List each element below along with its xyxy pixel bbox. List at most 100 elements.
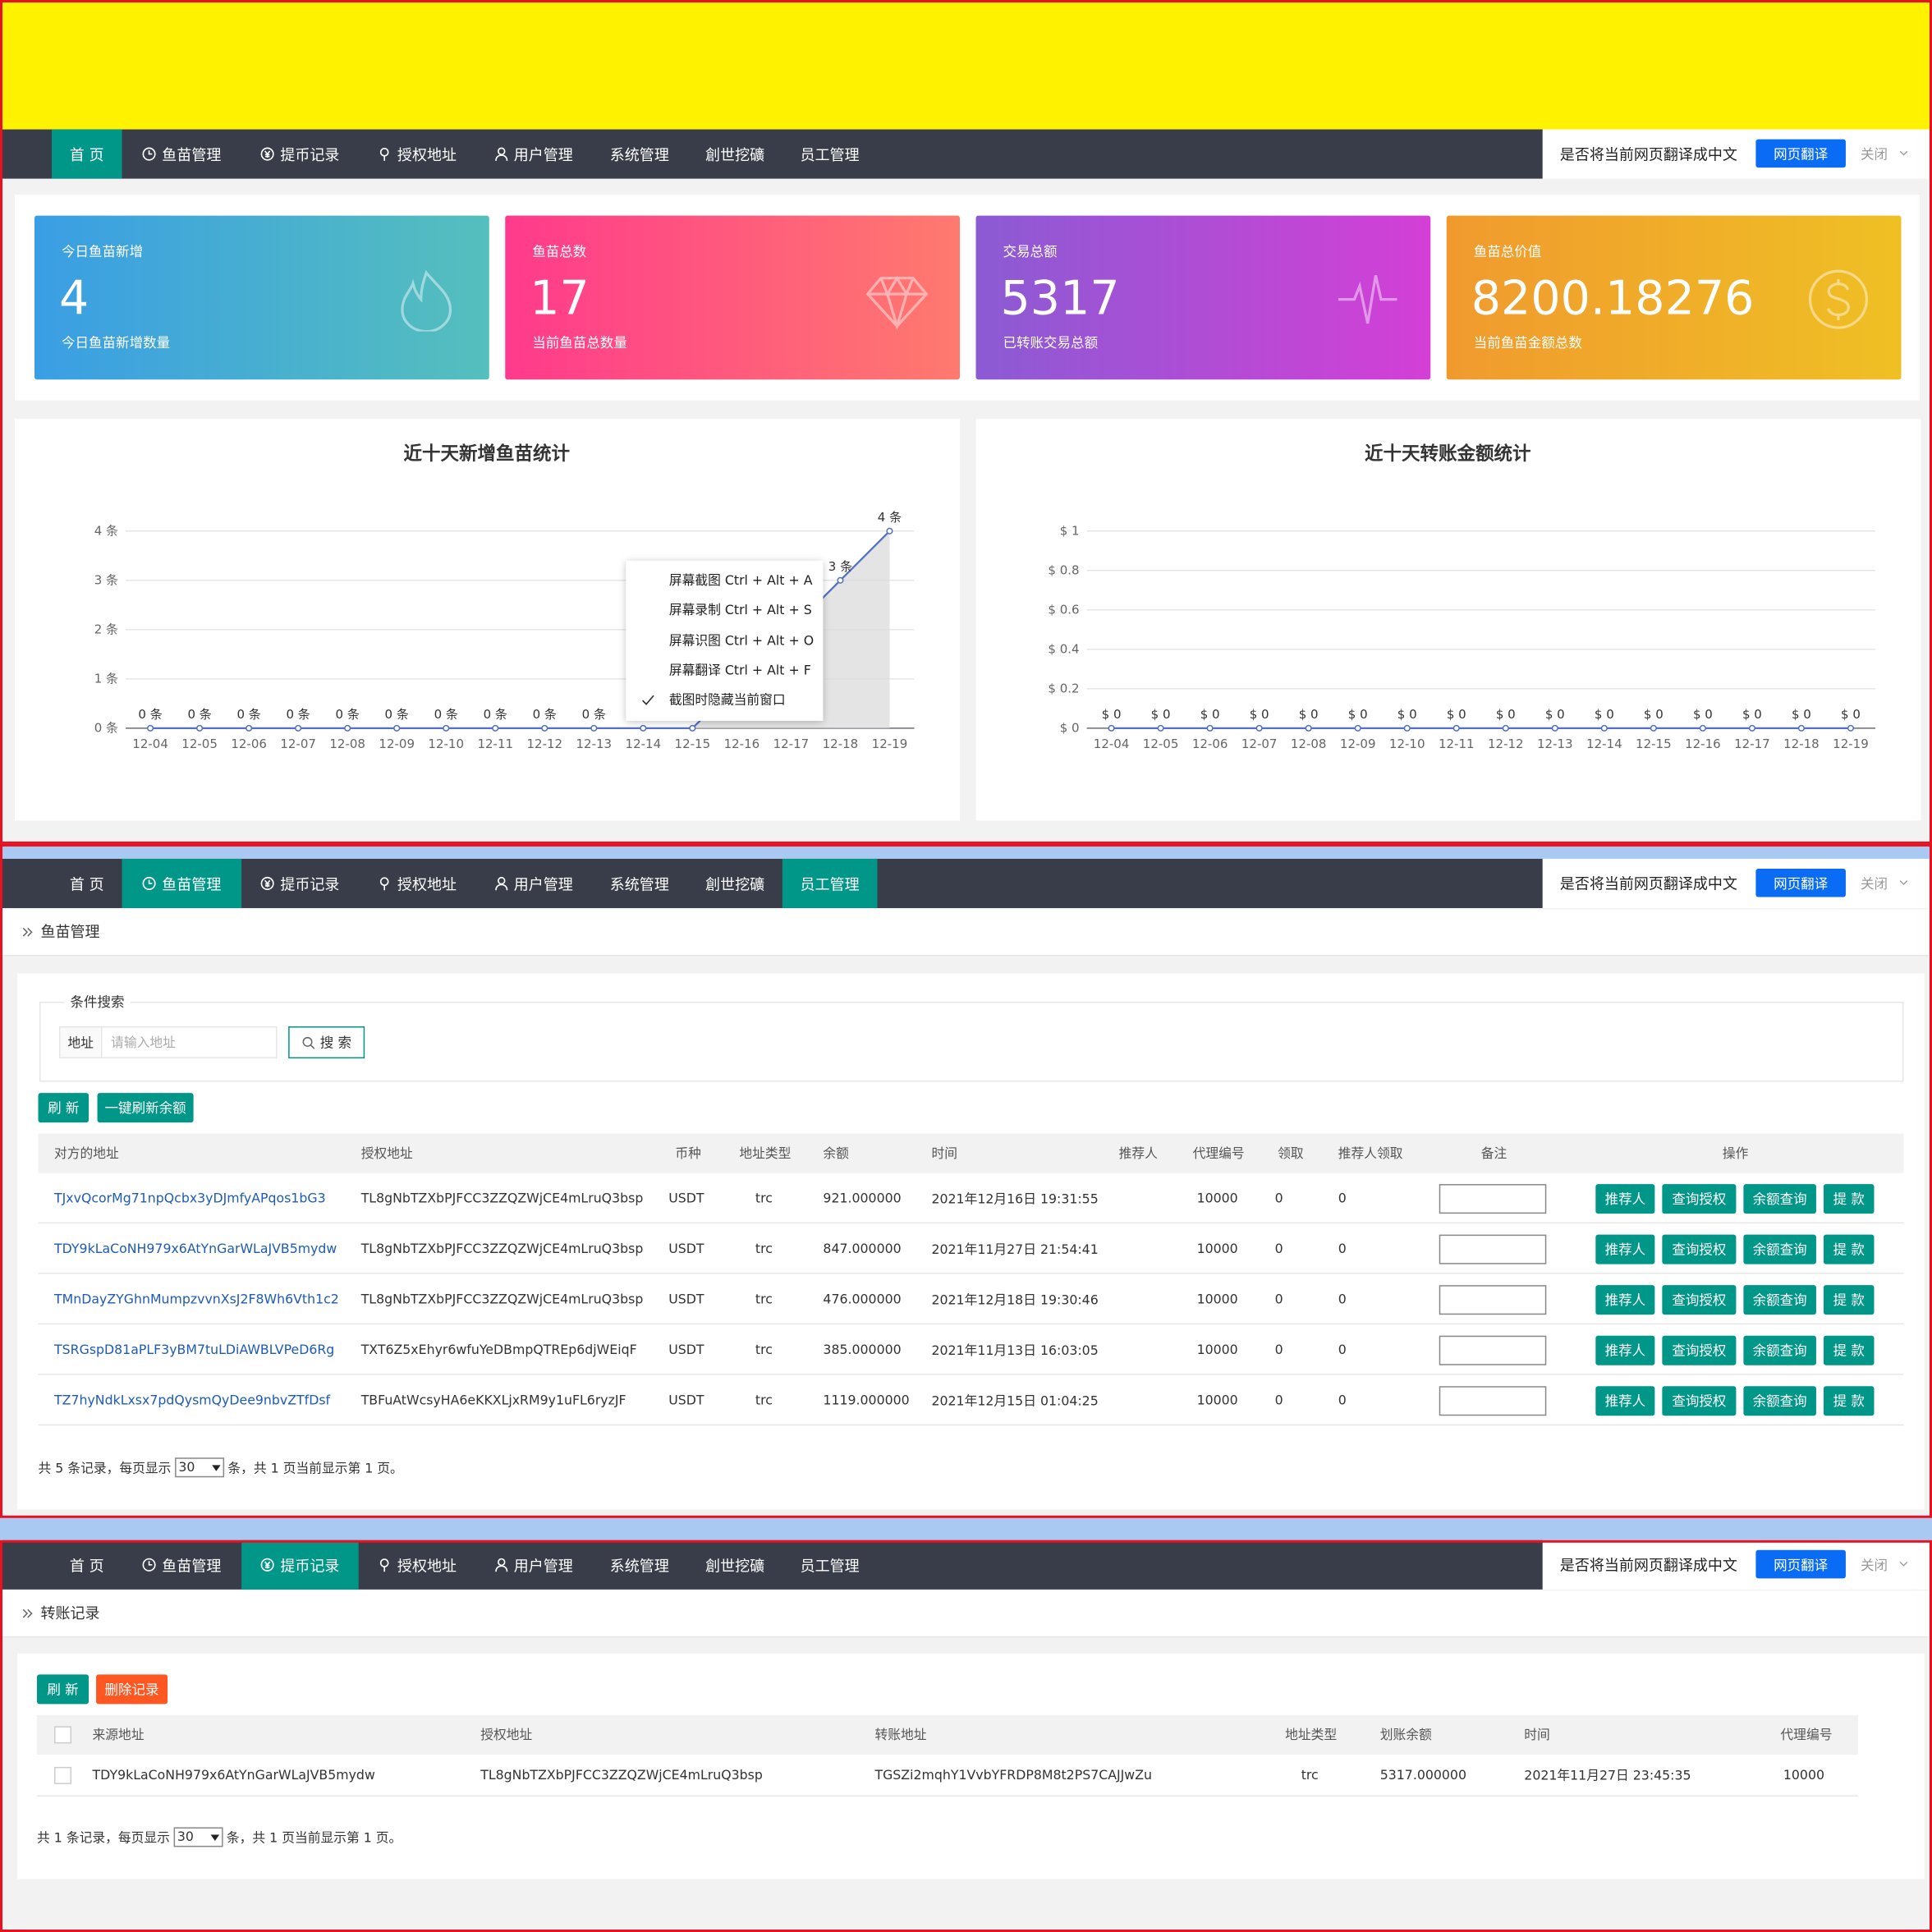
nav-item[interactable]: 授权地址 [359, 1540, 476, 1590]
checkbox[interactable] [54, 1766, 72, 1784]
button[interactable]: 推荐人 [1595, 1184, 1655, 1214]
table-row [38, 1273, 1904, 1325]
button[interactable]: 查询授权 [1662, 1184, 1737, 1214]
icon [1899, 150, 1908, 156]
nav-item[interactable]: 系统管理 [591, 130, 687, 179]
remark-input[interactable] [1439, 1234, 1547, 1264]
column-header: 对方的地址 [54, 1146, 119, 1162]
address-link[interactable]: TJxvQcorMg71npQcbx3yDJmfyAPqos1bG3 [54, 1191, 326, 1207]
x-tick-label: 12-11 [1439, 737, 1475, 751]
button[interactable]: 提 款 [1823, 1386, 1875, 1416]
x-tick-label: 12-18 [823, 737, 859, 751]
table-cell: TL8gNbTZXbPJFCC3ZZQZWjCE4mLruQ3bsp [360, 1292, 644, 1308]
button[interactable]: 查询授权 [1662, 1335, 1737, 1365]
page-size-select[interactable]: 30 [174, 1457, 224, 1478]
icon [495, 1558, 508, 1572]
button[interactable]: 推荐人 [1595, 1386, 1655, 1416]
menu-item[interactable]: 屏幕录制 Ctrl + Alt + S [668, 603, 812, 619]
address-link[interactable]: TMnDayZYGhnMumpzvvnXsJ2F8Wh6Vth1c2 [54, 1292, 339, 1308]
remark-input[interactable] [1439, 1386, 1547, 1416]
button[interactable]: 推荐人 [1595, 1285, 1655, 1315]
nav-label: 鱼苗管理 [162, 1557, 222, 1575]
nav-item[interactable]: 员工管理 [782, 1540, 878, 1590]
nav-item[interactable]: 鱼苗管理 [122, 130, 242, 179]
value-label: 0 条 [582, 707, 606, 722]
nav-item[interactable]: 鱼苗管理 [122, 1540, 242, 1590]
button[interactable]: 推荐人 [1595, 1335, 1655, 1365]
button[interactable]: 推荐人 [1595, 1234, 1655, 1264]
address-link[interactable]: TSRGspD81aPLF3yBM7tuLDiAWBLVPeD6Rg [54, 1342, 335, 1358]
nav-item[interactable]: 授权地址 [359, 859, 476, 908]
column-header: 地址类型 [1285, 1728, 1338, 1743]
table-cell: TGSZi2mqhY1VvbYFRDP8M8t2PS7CAJJwZu [874, 1768, 1152, 1783]
icon [143, 147, 157, 161]
table-cell: 2021年11月27日 21:54:41 [931, 1242, 1099, 1258]
menu-item[interactable]: 屏幕识图 Ctrl + Alt + O [668, 633, 815, 649]
button[interactable]: 提 款 [1823, 1184, 1875, 1214]
button[interactable]: 查询授权 [1662, 1386, 1737, 1416]
nav-label: 創世挖礦 [705, 1557, 765, 1575]
button[interactable]: 一键刷新余额 [97, 1093, 194, 1123]
nav-item[interactable]: 首 页 [52, 1540, 122, 1590]
button[interactable]: 提 款 [1823, 1335, 1875, 1365]
nav-bar: 首 页 鱼苗管理 提币记录 授权地址 用户管理 系统管理 創世挖礦 员工管理 [2, 1540, 1543, 1590]
button[interactable]: 提 款 [1823, 1285, 1875, 1315]
menu-item[interactable]: 屏幕翻译 Ctrl + Alt + F [668, 663, 811, 678]
translate-prompt: 是否将当前网页翻译成中文 [1559, 1557, 1737, 1575]
remark-input[interactable] [1439, 1335, 1547, 1365]
button[interactable]: 刷 新 [38, 1093, 89, 1123]
menu-item[interactable]: 屏幕截图 Ctrl + Alt + A [668, 573, 813, 589]
nav-item[interactable]: 首 页 [52, 129, 122, 179]
nav-item[interactable]: 鱼苗管理 [122, 858, 242, 908]
card-title: 今日鱼苗新增 [62, 244, 144, 260]
nav-label: 系统管理 [609, 875, 669, 893]
search-button[interactable]: 搜 索 [288, 1026, 365, 1059]
arrow [210, 1833, 219, 1841]
page-size-select[interactable]: 30 [173, 1827, 223, 1847]
nav-item[interactable]: 提币记录 [241, 130, 359, 179]
button[interactable]: 余额查询 [1743, 1234, 1816, 1264]
breadcrumb: 转账记录 [2, 1590, 1929, 1638]
nav-item[interactable]: 創世挖礦 [687, 130, 782, 179]
menu-item[interactable]: 截图时隐藏当前窗口 [668, 693, 786, 709]
nav-item[interactable]: 系统管理 [591, 859, 687, 908]
nav-item[interactable]: 創世挖礦 [687, 859, 782, 908]
button[interactable]: 余额查询 [1743, 1386, 1816, 1416]
button[interactable]: 提 款 [1823, 1234, 1875, 1264]
nav-item[interactable]: 员工管理 [782, 858, 878, 908]
translate-close[interactable]: 关闭 [1860, 146, 1888, 163]
nav-item[interactable]: 首 页 [52, 859, 122, 908]
button[interactable]: 余额查询 [1743, 1184, 1816, 1214]
button[interactable]: 查询授权 [1662, 1234, 1737, 1264]
button[interactable]: 余额查询 [1743, 1285, 1816, 1315]
checkbox[interactable] [54, 1726, 72, 1744]
translate-button[interactable]: 网页翻译 [1755, 1549, 1846, 1579]
nav-label: 首 页 [69, 1557, 104, 1575]
nav-item[interactable]: 提币记录 [241, 1540, 359, 1590]
search-input[interactable]: 请输入地址 [102, 1026, 278, 1059]
remark-input[interactable] [1439, 1285, 1547, 1315]
nav-item[interactable]: 創世挖礦 [687, 1540, 782, 1590]
translate-close[interactable]: 关闭 [1860, 875, 1888, 893]
icon [380, 1558, 390, 1572]
translate-button[interactable]: 网页翻译 [1755, 139, 1846, 168]
nav-item[interactable]: 提币记录 [241, 859, 359, 908]
translate-button-label: 网页翻译 [1774, 1557, 1829, 1573]
nav-item[interactable]: 用户管理 [475, 859, 591, 908]
button[interactable]: 余额查询 [1743, 1335, 1816, 1365]
remark-input[interactable] [1439, 1184, 1547, 1214]
nav-item[interactable]: 用户管理 [475, 1540, 591, 1590]
nav-item[interactable]: 员工管理 [782, 130, 878, 179]
translate-close[interactable]: 关闭 [1860, 1557, 1888, 1574]
nav-item[interactable]: 系统管理 [591, 1540, 687, 1590]
address-link[interactable]: TDY9kLaCoNH979x6AtYnGarWLaJVB5mydw [54, 1241, 337, 1257]
button[interactable]: 删除记录 [96, 1674, 168, 1705]
column-header: 授权地址 [360, 1146, 413, 1162]
nav-item[interactable]: 授权地址 [359, 130, 476, 179]
x-tick-label: 12-05 [181, 737, 218, 751]
nav-item[interactable]: 用户管理 [475, 130, 591, 179]
button[interactable]: 刷 新 [37, 1674, 89, 1705]
translate-button[interactable]: 网页翻译 [1755, 868, 1846, 897]
address-link[interactable]: TZ7hyNdkLxsx7pdQysmQyDee9nbvZTfDsf [54, 1393, 331, 1409]
button[interactable]: 查询授权 [1662, 1285, 1737, 1315]
